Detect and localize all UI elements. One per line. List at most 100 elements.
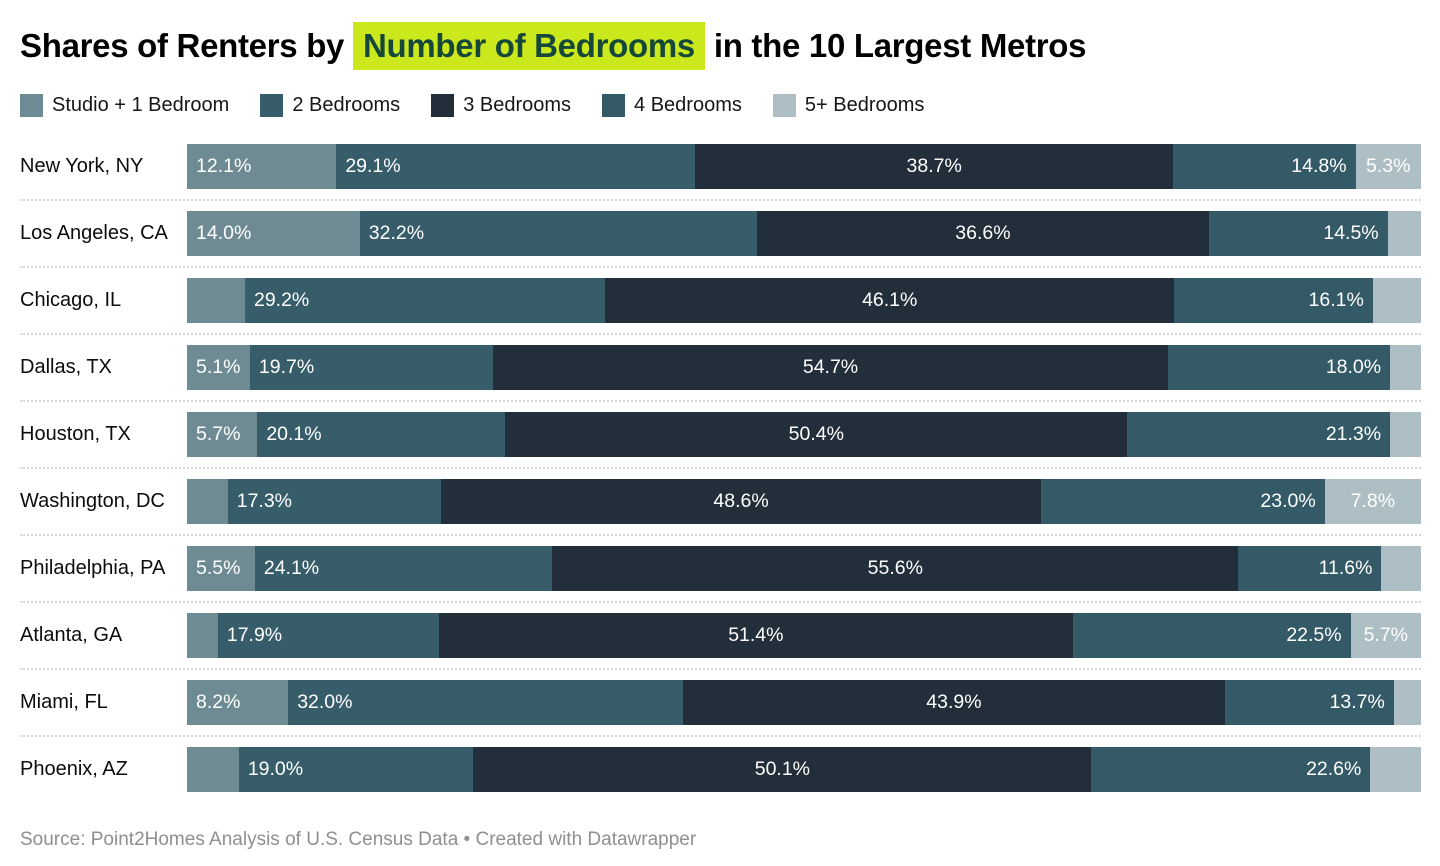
- stacked-bar: 12.1% 29.1% 38.7% 14.8% 5.3%: [187, 143, 1421, 189]
- bar-segment: 8.2%: [187, 679, 289, 725]
- segment-value-label: 43.9%: [926, 690, 982, 713]
- title-highlight: Number of Bedrooms: [352, 22, 705, 70]
- chart-row: Miami, FL 8.2% 32.0% 43.9% 13.7%: [20, 679, 1421, 725]
- segment-value-label: 8.2%: [196, 690, 241, 713]
- legend-item: Studio + 1 Bedroom: [20, 93, 230, 117]
- title-pre: Shares of Renters by: [20, 27, 353, 64]
- bar-segment: 14.8%: [1172, 143, 1356, 189]
- bar-segment: 51.4%: [438, 612, 1073, 658]
- segment-value-label: 5.3%: [1366, 154, 1411, 177]
- segment-value-label: 50.1%: [754, 757, 811, 780]
- segment-value-label: 12.1%: [196, 154, 252, 177]
- segment-value-label: 50.4%: [788, 422, 844, 445]
- stacked-bar: 29.2% 46.1% 16.1%: [187, 277, 1421, 323]
- legend-item: 2 Bedrooms: [260, 93, 401, 117]
- chart-title: Shares of Renters by Number of Bedrooms …: [20, 22, 1421, 70]
- segment-value-label: 19.7%: [258, 355, 315, 378]
- segment-value-label: 51.4%: [728, 623, 784, 646]
- stacked-bar: 5.7% 20.1% 50.4% 21.3%: [187, 411, 1421, 457]
- segment-value-label: 5.5%: [196, 556, 241, 579]
- city-label: Los Angeles, CA: [20, 221, 168, 244]
- bar-segment: 5.5%: [187, 545, 255, 591]
- bar-segment: 29.2%: [244, 277, 606, 323]
- segment-value-label: 48.6%: [713, 489, 769, 512]
- segment-value-label: 11.6%: [1318, 556, 1373, 579]
- legend-swatch-icon: [602, 93, 626, 117]
- legend-label: 4 Bedrooms: [634, 93, 742, 116]
- bar-segment: [187, 478, 228, 524]
- city-label: Philadelphia, PA: [20, 556, 166, 579]
- bar-segment: 20.1%: [257, 411, 506, 457]
- legend-item: 3 Bedrooms: [431, 93, 572, 117]
- row-separator: [20, 600, 1421, 603]
- legend-swatch-icon: [431, 93, 455, 117]
- bar-segment: 55.6%: [552, 545, 1239, 591]
- bar-segment: 14.0%: [187, 210, 360, 256]
- segment-value-label: 14.5%: [1323, 221, 1379, 244]
- bar-segment: 5.1%: [187, 344, 250, 390]
- segment-value-label: 21.3%: [1325, 422, 1382, 445]
- stacked-bar: 8.2% 32.0% 43.9% 13.7%: [187, 679, 1421, 725]
- row-separator: [20, 399, 1421, 402]
- bar-segment: [187, 746, 239, 792]
- segment-value-label: 5.7%: [196, 422, 241, 445]
- chart-row: Washington, DC 17.3% 48.6% 23.0% 7.8%: [20, 478, 1421, 524]
- legend-label: 3 Bedrooms: [463, 93, 572, 116]
- chart-row: Chicago, IL 29.2% 46.1% 16.1%: [20, 277, 1421, 323]
- bar-segment: [1372, 277, 1421, 323]
- row-separator: [20, 265, 1421, 268]
- segment-value-label: 5.1%: [196, 355, 241, 378]
- segment-value-label: 20.1%: [266, 422, 322, 445]
- segment-value-label: 32.2%: [368, 221, 425, 244]
- bar-segment: 21.3%: [1127, 411, 1391, 457]
- bar-segment: 32.0%: [288, 679, 684, 725]
- segment-value-label: 14.8%: [1291, 154, 1347, 177]
- chart-row: Dallas, TX 5.1% 19.7% 54.7% 18.0%: [20, 344, 1421, 390]
- segment-value-label: 7.8%: [1350, 489, 1396, 512]
- city-label: Chicago, IL: [20, 288, 122, 311]
- bar-segment: 17.9%: [217, 612, 439, 658]
- segment-value-label: 22.6%: [1306, 757, 1362, 780]
- city-label: Phoenix, AZ: [20, 757, 128, 780]
- segment-value-label: 17.9%: [226, 623, 283, 646]
- bar-segment: 43.9%: [683, 679, 1225, 725]
- bar-segment: [1393, 679, 1421, 725]
- bar-segment: 29.1%: [336, 143, 696, 189]
- bar-segment: [1381, 545, 1421, 591]
- bar-segment: 24.1%: [254, 545, 553, 591]
- row-separator: [20, 466, 1421, 469]
- bar-segment: 11.6%: [1238, 545, 1382, 591]
- legend-item: 4 Bedrooms: [602, 93, 742, 117]
- bar-segment: 38.7%: [695, 143, 1173, 189]
- bar-segment: 22.5%: [1072, 612, 1351, 658]
- segment-value-label: 38.7%: [906, 154, 962, 177]
- row-separator: [20, 533, 1421, 536]
- segment-value-label: 46.1%: [862, 288, 918, 311]
- segment-value-label: 13.7%: [1329, 690, 1385, 713]
- bar-segment: 22.6%: [1091, 746, 1371, 792]
- segment-value-label: 36.6%: [955, 221, 1011, 244]
- stacked-bar: 17.9% 51.4% 22.5% 5.7%: [187, 612, 1421, 658]
- chart-row: Philadelphia, PA 5.5% 24.1% 55.6% 11.6%: [20, 545, 1421, 591]
- stacked-bar: 5.5% 24.1% 55.6% 11.6%: [187, 545, 1421, 591]
- bar-segment: [187, 277, 245, 323]
- bar-segment: 5.3%: [1355, 143, 1421, 189]
- segment-value-label: 19.0%: [247, 757, 304, 780]
- legend-label: 2 Bedrooms: [292, 93, 401, 116]
- chart-row: New York, NY 12.1% 29.1% 38.7% 14.8% 5.3%: [20, 143, 1421, 189]
- title-post: in the 10 Largest Metros: [704, 27, 1087, 64]
- bar-segment: 50.1%: [473, 746, 1092, 792]
- stacked-bar: 19.0% 50.1% 22.6%: [187, 746, 1421, 792]
- bar-segment: [1370, 746, 1421, 792]
- bar-segment: 23.0%: [1040, 478, 1325, 524]
- legend-label: Studio + 1 Bedroom: [52, 93, 230, 116]
- segment-value-label: 5.7%: [1363, 623, 1409, 646]
- segment-value-label: 55.6%: [867, 556, 923, 579]
- segment-value-label: 24.1%: [263, 556, 320, 579]
- city-label: Washington, DC: [20, 489, 165, 512]
- legend: Studio + 1 Bedroom 2 Bedrooms 3 Bedrooms 4 …: [20, 93, 1421, 117]
- segment-value-label: 14.0%: [196, 221, 252, 244]
- chart-row: Houston, TX 5.7% 20.1% 50.4% 21.3%: [20, 411, 1421, 457]
- legend-label: 5+ Bedrooms: [804, 93, 925, 116]
